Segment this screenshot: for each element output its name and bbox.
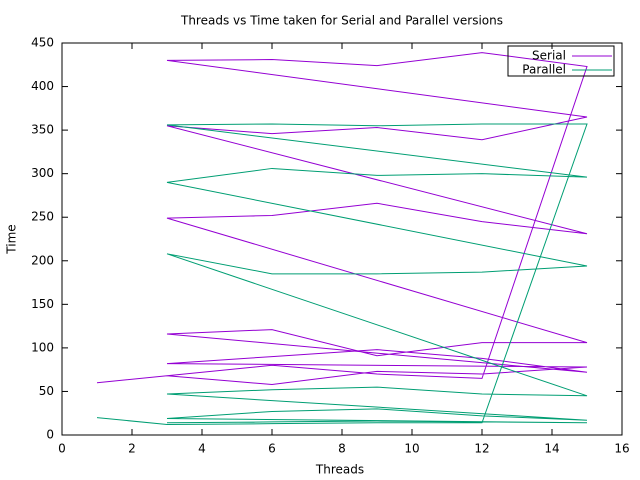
- x-tick-label: 14: [544, 442, 559, 456]
- y-tick-label: 400: [31, 79, 54, 93]
- x-tick-label: 12: [474, 442, 489, 456]
- y-tick-label: 300: [31, 166, 54, 180]
- y-tick-label: 200: [31, 253, 54, 267]
- y-tick-label: 350: [31, 123, 54, 137]
- x-axis-label: Threads: [315, 463, 364, 477]
- y-tick-label: 100: [31, 340, 54, 354]
- chart-title: Threads vs Time taken for Serial and Par…: [180, 14, 503, 28]
- x-tick-label: 2: [128, 442, 136, 456]
- y-tick-label: 250: [31, 210, 54, 224]
- series-line: [96, 52, 588, 385]
- legend-label: Parallel: [522, 63, 566, 77]
- legend-label: Serial: [532, 49, 566, 63]
- y-axis-label: Time: [5, 224, 19, 254]
- series-line: [96, 123, 588, 426]
- x-tick-label: 4: [198, 442, 206, 456]
- x-tick-label: 0: [58, 442, 66, 456]
- y-tick-label: 150: [31, 297, 54, 311]
- y-tick-label: 50: [39, 384, 54, 398]
- x-tick-label: 16: [614, 442, 629, 456]
- x-tick-label: 6: [268, 442, 276, 456]
- x-tick-label: 8: [338, 442, 346, 456]
- legend-box: [507, 45, 615, 77]
- y-tick-label: 0: [46, 428, 54, 442]
- y-tick-label: 450: [31, 36, 54, 50]
- x-tick-label: 10: [404, 442, 419, 456]
